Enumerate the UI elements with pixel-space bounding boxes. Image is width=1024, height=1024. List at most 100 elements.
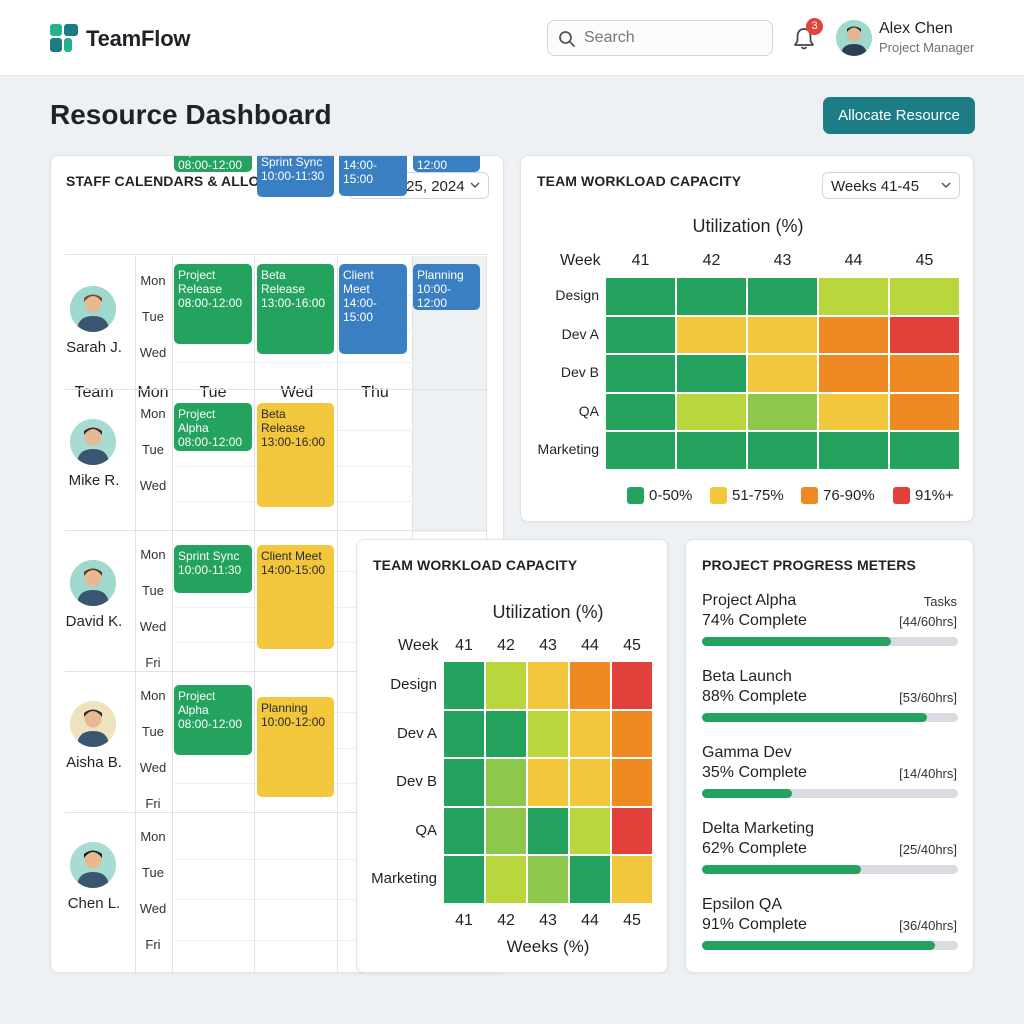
heatmap-x-tick: 42 bbox=[497, 637, 515, 654]
heatmap-cell[interactable] bbox=[485, 661, 527, 710]
progress-bar-fill bbox=[702, 713, 928, 722]
staff-name: David K. bbox=[65, 613, 123, 630]
heatmap-cell[interactable] bbox=[611, 709, 653, 758]
heatmap-cell[interactable] bbox=[611, 661, 653, 710]
heatmap-cell[interactable] bbox=[818, 431, 889, 470]
heatmap-x-tick: 41 bbox=[455, 637, 473, 654]
weeks-filter-dropdown[interactable]: Weeks 41-45 bbox=[822, 172, 960, 199]
project-name: Delta Marketing bbox=[702, 820, 815, 837]
person-avatar-image bbox=[70, 419, 116, 465]
project-hours: [44/60hrs] bbox=[899, 614, 957, 629]
heatmap-cell[interactable] bbox=[818, 354, 889, 393]
heatmap-cell[interactable] bbox=[747, 431, 818, 470]
heatmap-cell[interactable] bbox=[569, 758, 611, 807]
heatmap-cell[interactable] bbox=[569, 806, 611, 855]
heatmap-cell[interactable] bbox=[676, 354, 747, 393]
day-label-tue: Tue bbox=[142, 724, 164, 739]
heatmap-cell[interactable] bbox=[747, 354, 818, 393]
heatmap-cell[interactable] bbox=[605, 431, 676, 470]
progress-bar-fill bbox=[702, 789, 792, 798]
avatar[interactable] bbox=[70, 286, 116, 332]
person-avatar-image bbox=[70, 842, 116, 888]
heatmap-cell[interactable] bbox=[443, 709, 485, 758]
heatmap-cell[interactable] bbox=[605, 277, 676, 316]
heatmap-cell[interactable] bbox=[889, 354, 960, 393]
calendar-event[interactable]: Sprint Sync 10:00-11:30 bbox=[257, 155, 334, 197]
heatmap-cell[interactable] bbox=[747, 277, 818, 316]
heatmap-cell[interactable] bbox=[485, 855, 527, 904]
event-title: Planning bbox=[417, 268, 464, 282]
heatmap-cell[interactable] bbox=[676, 277, 747, 316]
avatar[interactable] bbox=[70, 419, 116, 465]
calendar-event[interactable]: Beta Release 13:00-16:00 bbox=[257, 403, 334, 507]
heatmap-cell[interactable] bbox=[818, 392, 889, 431]
allocate-resource-button[interactable]: Allocate Resource bbox=[823, 97, 975, 134]
heatmap-cell[interactable] bbox=[485, 709, 527, 758]
heatmap-cell[interactable] bbox=[605, 315, 676, 354]
heatmap-cell[interactable] bbox=[676, 392, 747, 431]
heatmap-x-tick-bottom: 42 bbox=[497, 911, 515, 929]
heatmap-cell[interactable] bbox=[611, 806, 653, 855]
heatmap-cell[interactable] bbox=[527, 709, 569, 758]
heatmap-cell[interactable] bbox=[443, 855, 485, 904]
heatmap-cell[interactable] bbox=[569, 709, 611, 758]
heatmap-cell[interactable] bbox=[527, 758, 569, 807]
heatmap-week-header: Week bbox=[398, 637, 439, 654]
heatmap-week-header: Week bbox=[560, 252, 601, 269]
heatmap-x-tick: 44 bbox=[581, 637, 599, 654]
calendar-header-tue: Tue bbox=[199, 384, 227, 401]
heatmap-cell[interactable] bbox=[611, 758, 653, 807]
heatmap-cell[interactable] bbox=[889, 277, 960, 316]
heatmap-y-label: Dev B bbox=[560, 364, 599, 381]
heatmap-cell[interactable] bbox=[676, 315, 747, 354]
heatmap-cell[interactable] bbox=[569, 661, 611, 710]
day-label-mon: Mon bbox=[140, 547, 166, 562]
app-name: TeamFlow bbox=[86, 26, 191, 51]
heatmap-cell[interactable] bbox=[889, 431, 960, 470]
heatmap-cell[interactable] bbox=[443, 806, 485, 855]
heatmap-cell[interactable] bbox=[443, 661, 485, 710]
heatmap-cell[interactable] bbox=[889, 392, 960, 431]
user-avatar[interactable] bbox=[836, 20, 872, 56]
heatmap-cell[interactable] bbox=[889, 315, 960, 354]
heatmap-cell[interactable] bbox=[527, 855, 569, 904]
heatmap-cell[interactable] bbox=[605, 392, 676, 431]
heatmap-cell[interactable] bbox=[676, 431, 747, 470]
heatmap-cell[interactable] bbox=[485, 758, 527, 807]
person-avatar-image bbox=[70, 701, 116, 747]
event-title: Project Alpha bbox=[178, 407, 216, 435]
heatmap-cell[interactable] bbox=[569, 855, 611, 904]
top-bar: TeamFlow 3 Alex Chen Project Manager bbox=[0, 0, 1024, 76]
heatmap-cell[interactable] bbox=[747, 392, 818, 431]
heatmap-cell[interactable] bbox=[605, 354, 676, 393]
search-box[interactable] bbox=[547, 20, 773, 56]
calendar-event[interactable]: Sprint Sync 10:00-11:30 bbox=[174, 545, 252, 593]
heatmap-cell[interactable] bbox=[747, 315, 818, 354]
avatar[interactable] bbox=[70, 842, 116, 888]
search-input[interactable] bbox=[584, 27, 764, 49]
heatmap-cell[interactable] bbox=[443, 758, 485, 807]
heatmap-cell[interactable] bbox=[527, 661, 569, 710]
event-title: Sprint Sync bbox=[261, 155, 323, 169]
heatmap-cell[interactable] bbox=[527, 806, 569, 855]
avatar[interactable] bbox=[70, 560, 116, 606]
heatmap-cell[interactable] bbox=[485, 806, 527, 855]
notification-badge: 3 bbox=[806, 18, 823, 35]
avatar[interactable] bbox=[70, 701, 116, 747]
calendar-event[interactable]: Beta Release 13:00-16:00 bbox=[257, 264, 334, 354]
heatmap-cell[interactable] bbox=[818, 277, 889, 316]
heatmap-cell[interactable] bbox=[611, 855, 653, 904]
event-time: 14:00-15:00 bbox=[343, 296, 378, 324]
calendar-event[interactable]: Project Release 08:00-12:00 bbox=[174, 264, 252, 344]
heatmap-cell[interactable] bbox=[818, 315, 889, 354]
event-time: 13:00-16:00 bbox=[261, 435, 326, 449]
